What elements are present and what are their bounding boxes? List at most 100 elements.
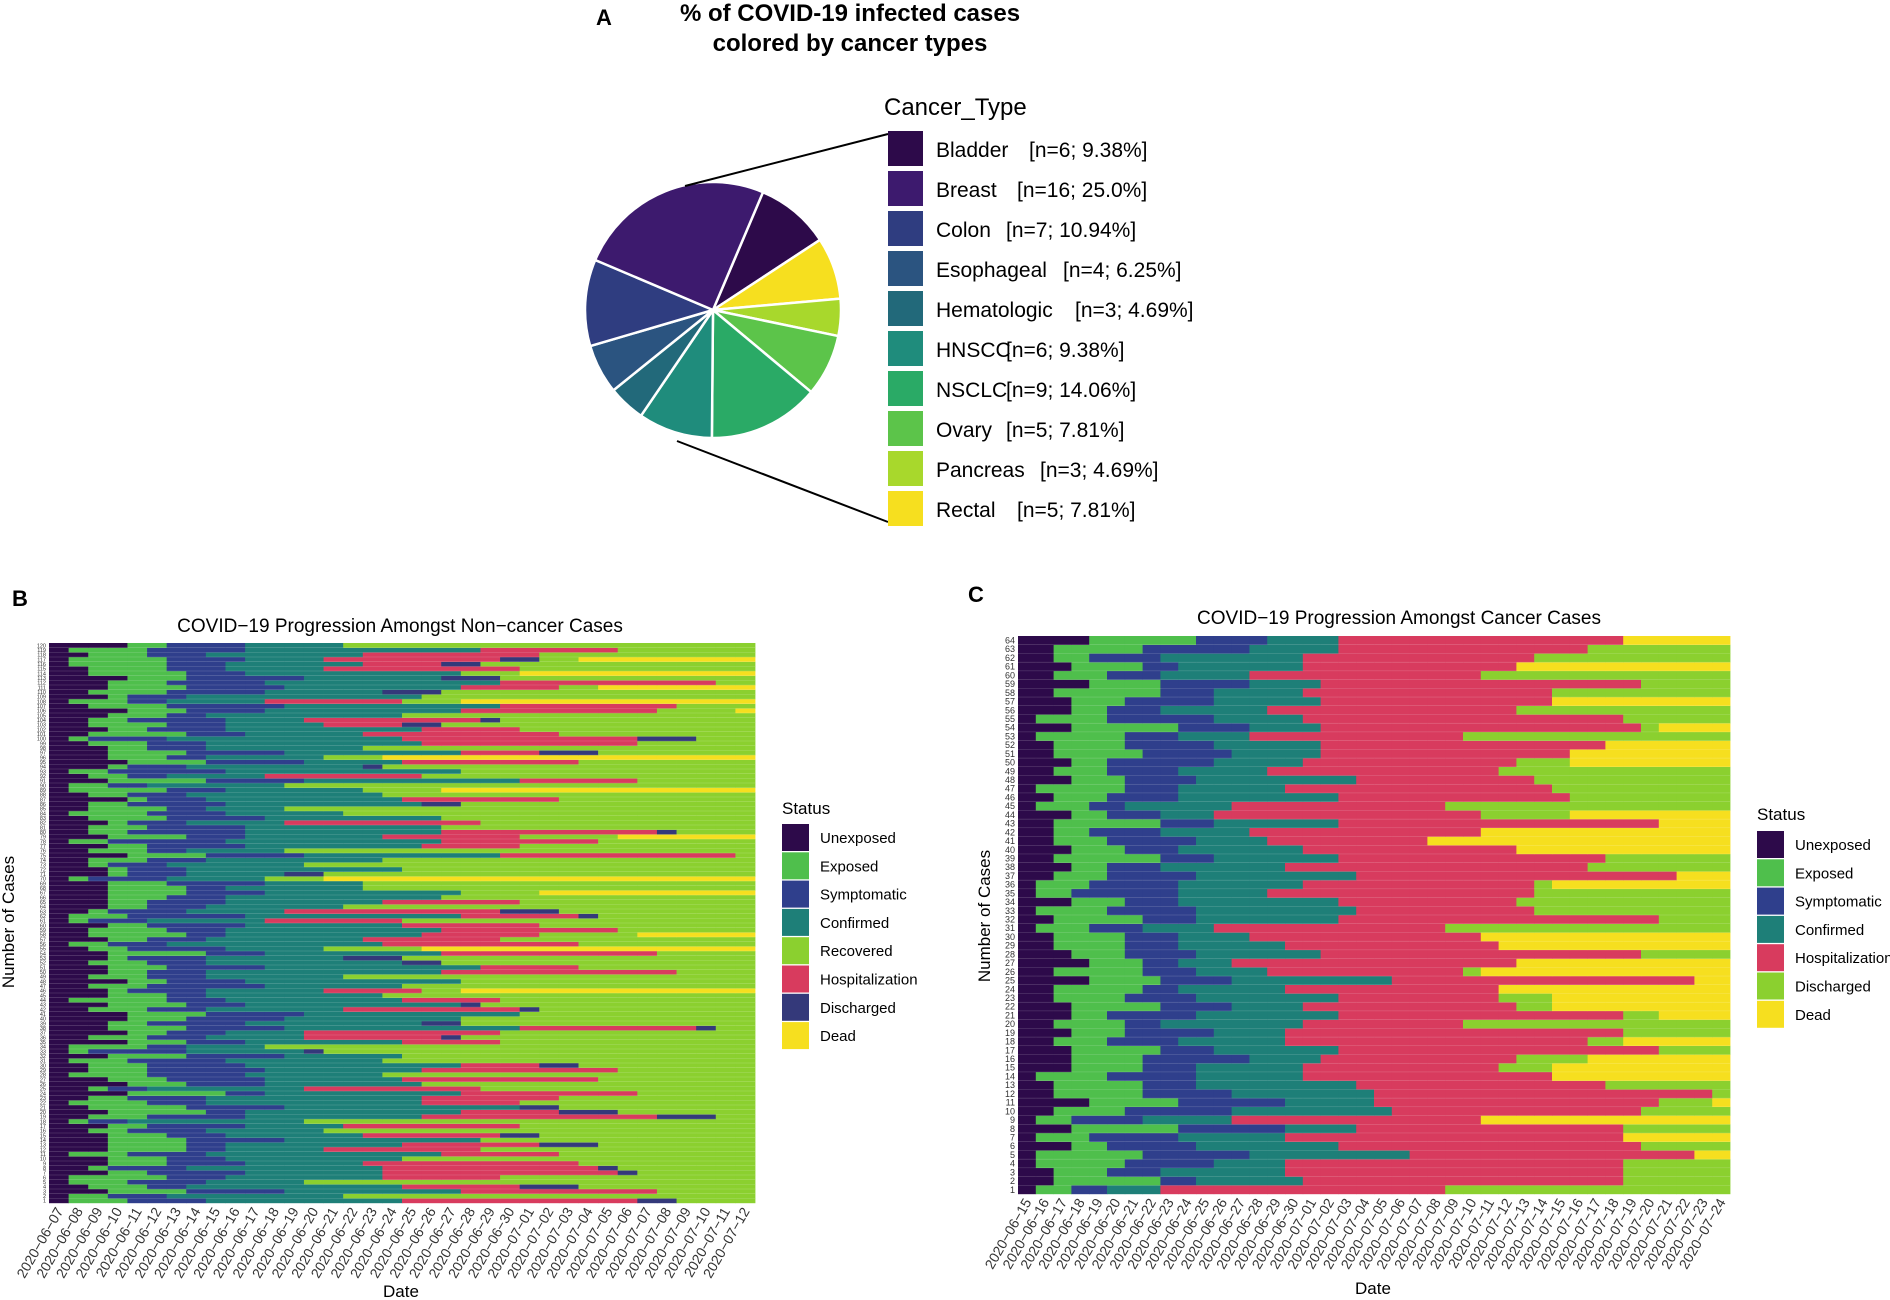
heatmap-cell bbox=[245, 997, 266, 1003]
heatmap-cell bbox=[1107, 1176, 1126, 1186]
heatmap-y-tick-label: 110 bbox=[37, 690, 46, 696]
heatmap-cell bbox=[343, 787, 364, 793]
heatmap-cell bbox=[1498, 1159, 1517, 1169]
heatmap-cell bbox=[402, 699, 423, 704]
heatmap-cell bbox=[637, 759, 658, 765]
heatmap-cell bbox=[519, 773, 540, 779]
heatmap-cell bbox=[617, 1063, 638, 1068]
heatmap-cell bbox=[264, 820, 285, 826]
heatmap-cell bbox=[166, 1128, 187, 1134]
heatmap-cell bbox=[617, 857, 638, 863]
heatmap-cell bbox=[49, 857, 70, 863]
heatmap-cell bbox=[127, 1002, 148, 1008]
heatmap-cell bbox=[617, 848, 638, 854]
heatmap-cell bbox=[127, 1151, 148, 1157]
heatmap-cell bbox=[735, 941, 756, 947]
heatmap-cell bbox=[656, 1109, 677, 1115]
heatmap-cell bbox=[696, 661, 717, 667]
heatmap-cell bbox=[656, 1133, 677, 1138]
heatmap-cell bbox=[68, 904, 89, 910]
heatmap-cell bbox=[1249, 1176, 1268, 1186]
heatmap-cell bbox=[362, 741, 383, 746]
heatmap-cell bbox=[480, 675, 501, 681]
heatmap-cell bbox=[264, 923, 285, 928]
heatmap-cell bbox=[1160, 1176, 1179, 1186]
heatmap-cell bbox=[323, 951, 344, 956]
heatmap-cell bbox=[402, 923, 423, 928]
heatmap-cell bbox=[578, 1095, 599, 1101]
heatmap-cell bbox=[323, 955, 344, 961]
pie-legend-value: [n=3; 4.69%] bbox=[1040, 459, 1159, 482]
heatmap-cell bbox=[323, 666, 344, 672]
heatmap-y-tick-label: 29 bbox=[40, 1068, 46, 1074]
heatmap-cell bbox=[1320, 1185, 1339, 1195]
heatmap-cell bbox=[460, 797, 481, 802]
heatmap-cell bbox=[264, 745, 285, 751]
heatmap-cell bbox=[441, 1109, 462, 1115]
heatmap-cell bbox=[303, 787, 324, 793]
heatmap-cell bbox=[362, 643, 383, 648]
heatmap-cell bbox=[402, 1133, 423, 1138]
heatmap-cell bbox=[303, 923, 324, 928]
heatmap-y-tick-label: 96 bbox=[40, 755, 46, 761]
heatmap-cell bbox=[1552, 1150, 1571, 1160]
heatmap-cell bbox=[480, 722, 501, 728]
heatmap-y-tick-label: 61 bbox=[40, 919, 46, 925]
heatmap-cell bbox=[598, 857, 619, 863]
heatmap-cell bbox=[107, 993, 128, 998]
heatmap-y-tick-label: 43 bbox=[40, 1003, 46, 1009]
pie-legend-value: [n=5; 7.81%] bbox=[1017, 499, 1136, 522]
heatmap-cell bbox=[558, 918, 579, 924]
heatmap-cell bbox=[558, 1044, 579, 1050]
heatmap-cell bbox=[147, 1058, 168, 1064]
heatmap-y-tick-label: 50 bbox=[40, 970, 46, 976]
heatmap-cell bbox=[186, 666, 207, 672]
heatmap-cell bbox=[441, 1072, 462, 1078]
heatmap-cell bbox=[421, 1044, 442, 1050]
heatmap-cell bbox=[500, 1151, 521, 1157]
heatmap-cell bbox=[402, 1011, 423, 1017]
heatmap-cell bbox=[225, 853, 246, 858]
heatmap-cell bbox=[715, 1165, 736, 1171]
heatmap-cell bbox=[1623, 1132, 1642, 1142]
heatmap-cell bbox=[558, 727, 579, 732]
heatmap-cell bbox=[696, 1072, 717, 1078]
heatmap-cell bbox=[88, 871, 109, 877]
heatmap-cell bbox=[539, 890, 560, 896]
heatmap-cell bbox=[382, 1165, 403, 1171]
heatmap-cell bbox=[49, 769, 70, 774]
heatmap-cell bbox=[1534, 1124, 1553, 1134]
heatmap-cell bbox=[284, 853, 305, 858]
heatmap-cell bbox=[382, 862, 403, 868]
heatmap-cell bbox=[225, 671, 246, 676]
heatmap-cell bbox=[284, 685, 305, 690]
heatmap-cell bbox=[68, 647, 89, 653]
heatmap-cell bbox=[637, 951, 658, 956]
heatmap-cell bbox=[68, 671, 89, 676]
heatmap-cell bbox=[323, 1081, 344, 1087]
heatmap-cell bbox=[460, 988, 481, 994]
heatmap-cell bbox=[147, 643, 168, 648]
heatmap-cell bbox=[676, 801, 697, 807]
heatmap-cell bbox=[205, 792, 226, 798]
heatmap-cell bbox=[382, 1077, 403, 1082]
heatmap-cell bbox=[735, 801, 756, 807]
heatmap-cell bbox=[362, 1189, 383, 1194]
heatmap-cell bbox=[637, 666, 658, 672]
heatmap-cell bbox=[539, 694, 560, 700]
heatmap-cell bbox=[1178, 1124, 1197, 1134]
heatmap-cell bbox=[696, 1165, 717, 1171]
heatmap-cell bbox=[343, 1198, 364, 1204]
heatmap-cell bbox=[480, 965, 501, 970]
heatmap-cell bbox=[186, 997, 207, 1003]
heatmap-cell bbox=[147, 703, 168, 709]
heatmap-cell bbox=[558, 932, 579, 938]
heatmap-cell bbox=[225, 946, 246, 952]
heatmap-cell bbox=[362, 806, 383, 812]
heatmap-cell bbox=[147, 937, 168, 942]
heatmap-cell bbox=[421, 815, 442, 821]
heatmap-cell bbox=[382, 951, 403, 956]
pie-legend-item-breast: Breast [n=16; 25.0%] bbox=[888, 171, 1147, 206]
heatmap-cell bbox=[303, 1072, 324, 1078]
heatmap-cell bbox=[617, 983, 638, 989]
